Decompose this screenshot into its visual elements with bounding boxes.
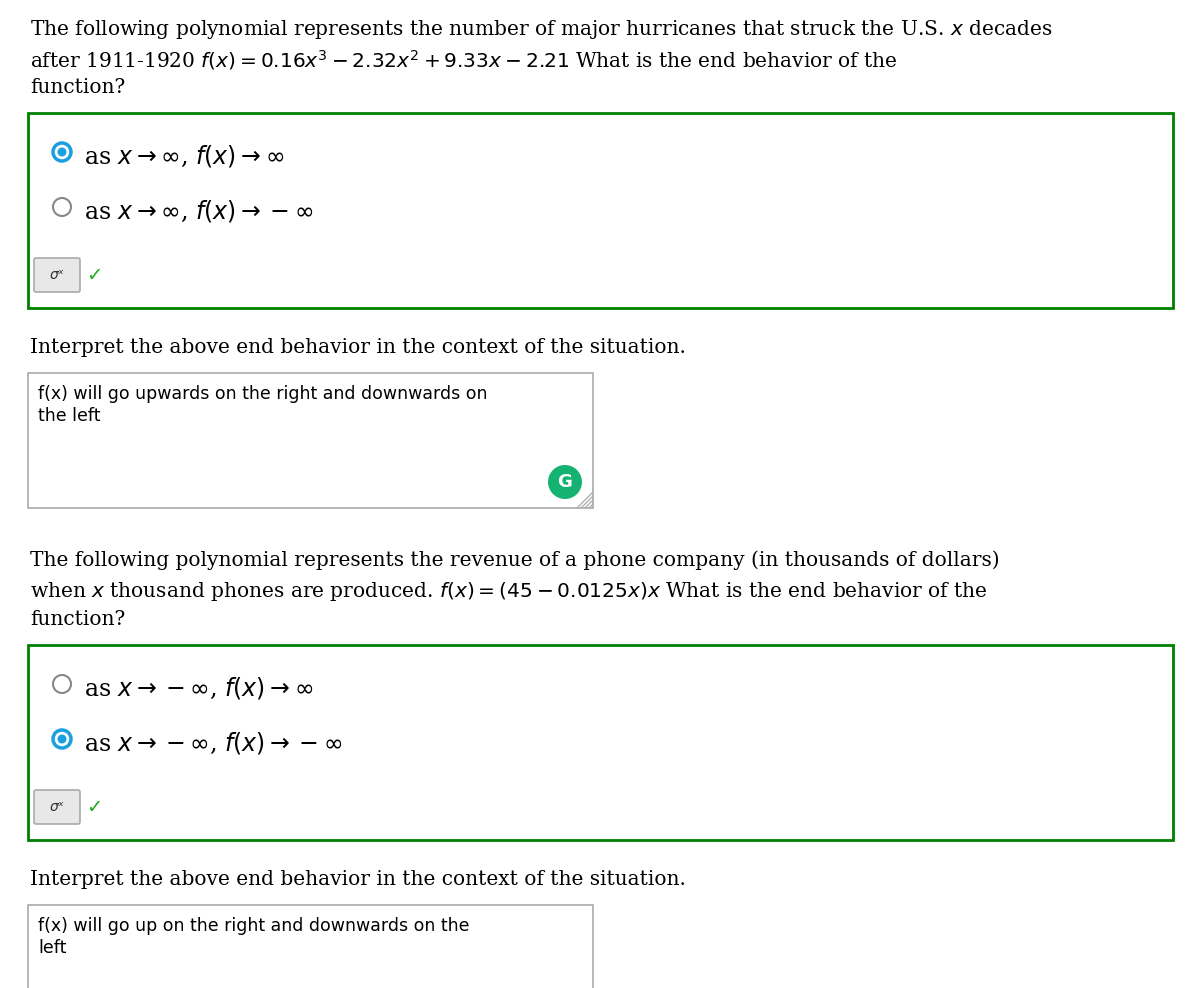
Text: as $x \rightarrow \infty$, $f(x) \rightarrow -\infty$: as $x \rightarrow \infty$, $f(x) \righta… (84, 198, 313, 224)
Text: function?: function? (30, 610, 125, 629)
FancyBboxPatch shape (28, 113, 1174, 308)
Text: ✓: ✓ (86, 266, 102, 285)
Text: function?: function? (30, 78, 125, 97)
Circle shape (58, 734, 66, 744)
FancyBboxPatch shape (34, 790, 80, 824)
Text: after 1911-1920 $f(x) = 0.16x^3 - 2.32x^2 + 9.33x - 2.21$ What is the end behavi: after 1911-1920 $f(x) = 0.16x^3 - 2.32x^… (30, 48, 898, 72)
Text: as $x \rightarrow -\infty$, $f(x) \rightarrow -\infty$: as $x \rightarrow -\infty$, $f(x) \right… (84, 730, 342, 756)
Circle shape (53, 730, 71, 748)
Text: f(x) will go upwards on the right and downwards on: f(x) will go upwards on the right and do… (38, 385, 487, 403)
Text: Interpret the above end behavior in the context of the situation.: Interpret the above end behavior in the … (30, 870, 686, 889)
Text: σˣ: σˣ (49, 268, 65, 282)
Text: as $x \rightarrow \infty$, $f(x) \rightarrow \infty$: as $x \rightarrow \infty$, $f(x) \righta… (84, 143, 284, 169)
FancyBboxPatch shape (28, 373, 593, 508)
Text: f(x) will go up on the right and downwards on the: f(x) will go up on the right and downwar… (38, 917, 469, 935)
Circle shape (53, 675, 71, 693)
Circle shape (53, 198, 71, 216)
Text: The following polynomial represents the revenue of a phone company (in thousands: The following polynomial represents the … (30, 550, 1000, 570)
Text: the left: the left (38, 407, 101, 425)
Circle shape (58, 147, 66, 156)
Text: left: left (38, 939, 66, 957)
FancyBboxPatch shape (28, 905, 593, 988)
Text: when $x$ thousand phones are produced. $f(x) = (45 - 0.0125x)x$ What is the end : when $x$ thousand phones are produced. $… (30, 580, 988, 603)
Text: The following polynomial represents the number of major hurricanes that struck t: The following polynomial represents the … (30, 18, 1052, 41)
Text: as $x \rightarrow -\infty$, $f(x) \rightarrow \infty$: as $x \rightarrow -\infty$, $f(x) \right… (84, 675, 313, 701)
Circle shape (53, 143, 71, 161)
Circle shape (548, 465, 582, 499)
Text: G: G (558, 473, 572, 491)
Text: ✓: ✓ (86, 797, 102, 816)
Text: σˣ: σˣ (49, 800, 65, 814)
Text: Interpret the above end behavior in the context of the situation.: Interpret the above end behavior in the … (30, 338, 686, 357)
FancyBboxPatch shape (34, 258, 80, 292)
FancyBboxPatch shape (28, 645, 1174, 840)
